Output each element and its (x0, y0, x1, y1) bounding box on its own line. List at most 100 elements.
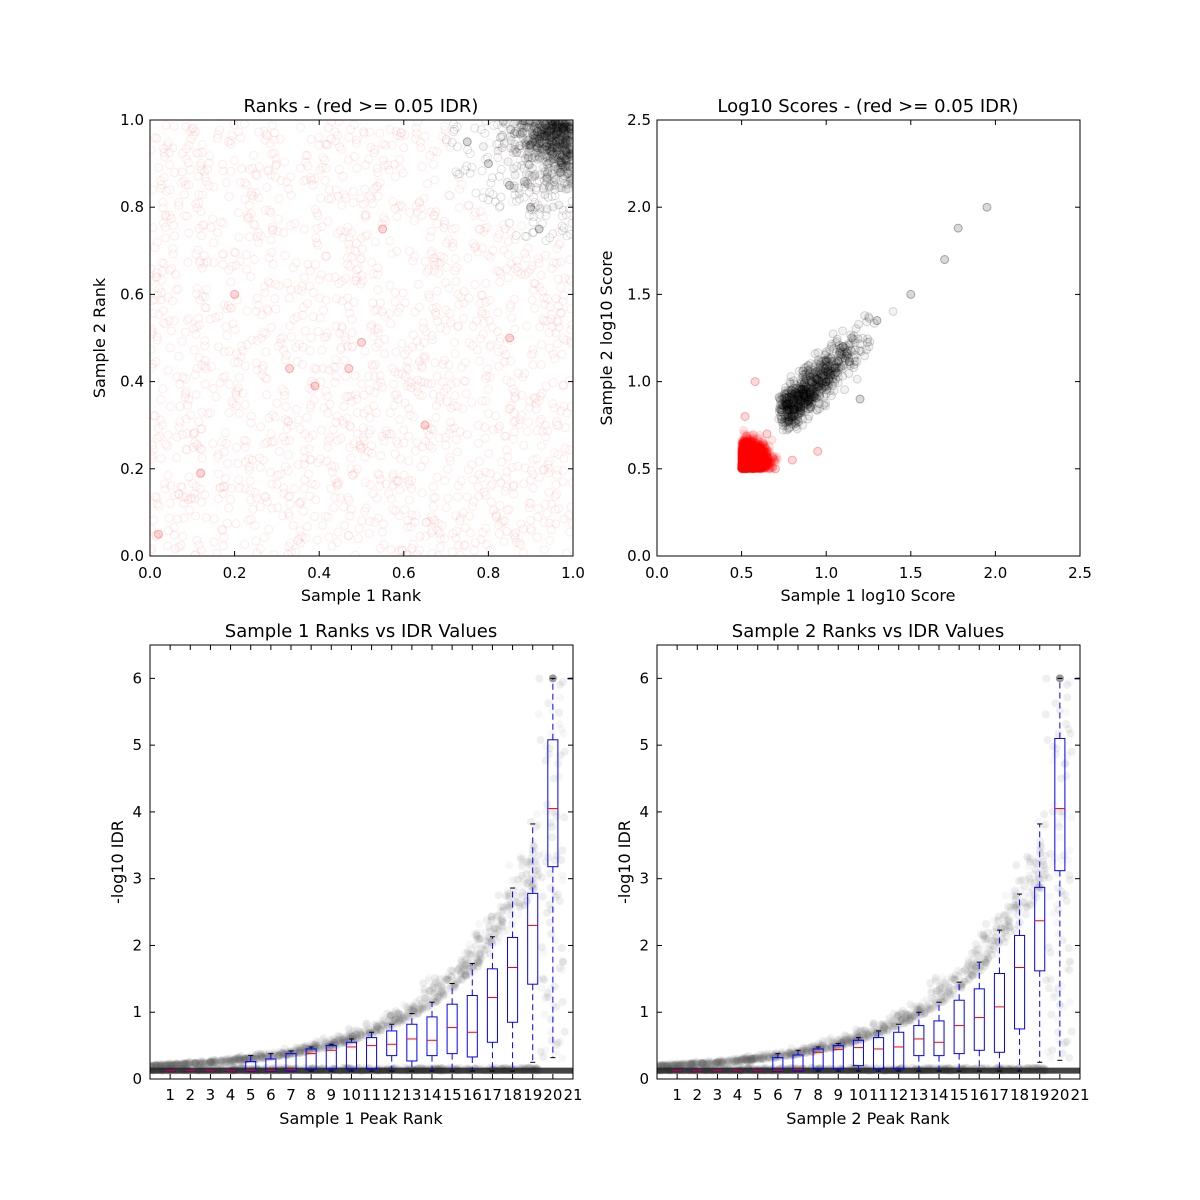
x-tick-label: 1.0 (561, 564, 585, 582)
red-point (261, 329, 271, 339)
black-point (551, 123, 561, 133)
black-point (560, 153, 570, 163)
red-point (433, 519, 443, 529)
red-point (513, 368, 523, 378)
x-tick-label: 0.4 (307, 564, 331, 582)
red-point (179, 176, 189, 186)
red-point (539, 545, 549, 555)
red-point (511, 538, 521, 548)
red-point (150, 454, 156, 464)
black-point (551, 154, 561, 164)
red-point (229, 247, 239, 257)
red-point (546, 314, 556, 324)
red-point (559, 290, 569, 300)
red-point (427, 246, 437, 256)
red-point (429, 211, 439, 221)
red-point (256, 231, 266, 241)
red-point (553, 316, 563, 326)
red-point (240, 194, 250, 204)
black-point (545, 133, 555, 143)
red-point (505, 404, 515, 414)
red-point (347, 342, 357, 352)
red-point (307, 385, 317, 395)
red-point (194, 353, 204, 363)
red-point (188, 123, 198, 133)
red-point (317, 222, 327, 232)
red-point (481, 297, 491, 307)
red-point (158, 203, 168, 213)
red-point (316, 193, 326, 203)
red-point (373, 469, 383, 479)
black-point (537, 143, 547, 153)
black-point (558, 143, 568, 153)
red-point (190, 489, 200, 499)
red-point (428, 515, 438, 525)
black-point (550, 120, 560, 127)
red-point (307, 479, 317, 489)
red-point (341, 335, 351, 345)
red-point (394, 546, 404, 556)
red-point (191, 329, 201, 339)
black-point (567, 174, 573, 184)
red-point (193, 171, 203, 181)
red-point (476, 290, 486, 300)
black-point (562, 147, 572, 157)
red-point (295, 424, 305, 434)
black-point (546, 120, 556, 130)
red-point (196, 206, 206, 216)
red-point (188, 429, 198, 439)
red-point (281, 436, 291, 446)
red-point (388, 472, 398, 482)
red-point (564, 445, 573, 455)
red-point (369, 401, 379, 411)
red-point (737, 455, 747, 465)
red-point (459, 541, 469, 551)
red-point (495, 336, 505, 346)
red-point (297, 286, 307, 296)
red-point (552, 420, 562, 430)
red-point (491, 512, 501, 522)
black-point (480, 128, 490, 138)
black-point (565, 152, 573, 162)
red-point (198, 291, 208, 301)
black-point (530, 137, 540, 147)
red-point (529, 393, 539, 403)
red-point (556, 308, 566, 318)
red-point (324, 185, 334, 195)
red-point (411, 123, 421, 133)
red-point (460, 523, 470, 533)
red-point (376, 451, 386, 461)
red-point (494, 266, 504, 276)
black-point (536, 129, 546, 139)
red-point (343, 530, 353, 540)
red-point (311, 364, 321, 374)
black-point (554, 135, 564, 145)
red-point (285, 538, 295, 548)
red-point (426, 226, 436, 236)
red-point (270, 172, 280, 182)
red-point (510, 387, 520, 397)
red-point (460, 358, 470, 368)
red-point (302, 412, 312, 422)
red-point (397, 369, 407, 379)
black-point (514, 189, 524, 199)
red-point (208, 439, 218, 449)
black-point (535, 136, 545, 146)
red-point (321, 386, 331, 396)
red-point (428, 303, 438, 313)
red-point (343, 293, 353, 303)
red-point (306, 172, 316, 182)
red-point (194, 320, 204, 330)
red-point (193, 441, 203, 451)
red-point (744, 460, 754, 470)
red-point (339, 355, 349, 365)
red-point (450, 391, 460, 401)
red-point (246, 495, 256, 505)
red-point (286, 220, 296, 230)
red-point (503, 273, 513, 283)
red-point (516, 540, 526, 550)
red-point (552, 470, 562, 480)
black-point (560, 160, 570, 170)
red-point (534, 396, 544, 406)
red-point (177, 178, 187, 188)
